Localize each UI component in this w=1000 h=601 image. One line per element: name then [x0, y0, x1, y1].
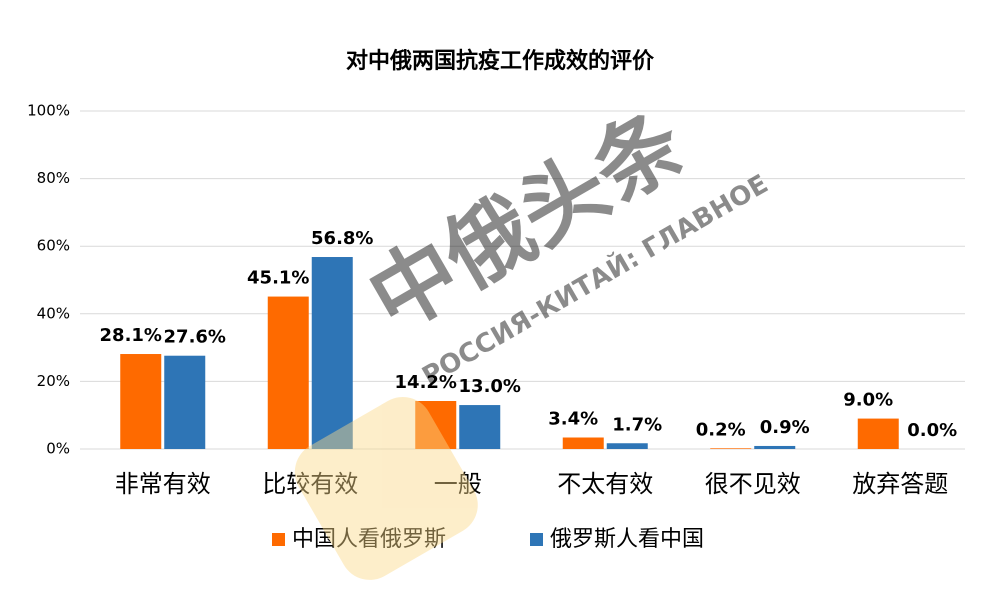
legend-label: 俄罗斯人看中国 [550, 527, 704, 552]
bar [164, 355, 206, 449]
bar [459, 405, 501, 449]
x-tick-label: 放弃答题 [852, 470, 948, 498]
value-label: 0.9% [760, 417, 810, 438]
bar [754, 445, 796, 449]
x-tick-label: 一般 [434, 470, 482, 498]
x-tick-label: 非常有效 [115, 470, 211, 498]
bar [562, 437, 604, 449]
value-label: 0.2% [696, 419, 746, 440]
value-label: 27.6% [164, 327, 226, 348]
value-label: 14.2% [395, 372, 457, 393]
bar [120, 354, 162, 449]
value-label: 28.1% [100, 325, 162, 346]
value-label: 13.0% [459, 376, 521, 397]
bar [710, 448, 752, 449]
bar [857, 418, 899, 449]
bar [415, 401, 457, 449]
y-tick-label: 20% [37, 372, 70, 390]
value-label: 9.0% [843, 390, 893, 411]
chart-title: 对中俄两国抗疫工作成效的评价 [346, 48, 655, 74]
legend-swatch [530, 533, 543, 546]
bar [606, 443, 648, 449]
y-tick-label: 80% [37, 169, 70, 187]
legend-swatch [272, 533, 285, 546]
x-tick-label: 很不见效 [705, 470, 801, 498]
watermark-badge [294, 396, 478, 580]
value-label: 0.0% [907, 420, 957, 441]
value-label: 1.7% [612, 414, 662, 435]
legend-label: 中国人看俄罗斯 [292, 527, 446, 552]
x-tick-label: 不太有效 [557, 470, 653, 498]
value-label: 56.8% [311, 228, 373, 249]
y-tick-label: 100% [27, 102, 70, 120]
x-tick-label: 比较有效 [262, 470, 358, 498]
y-tick-label: 60% [37, 237, 70, 255]
y-tick-label: 0% [46, 440, 70, 458]
y-tick-label: 40% [37, 304, 70, 322]
value-label: 3.4% [548, 409, 598, 430]
bar [267, 296, 309, 449]
value-label: 45.1% [247, 268, 309, 289]
bar [311, 257, 353, 449]
